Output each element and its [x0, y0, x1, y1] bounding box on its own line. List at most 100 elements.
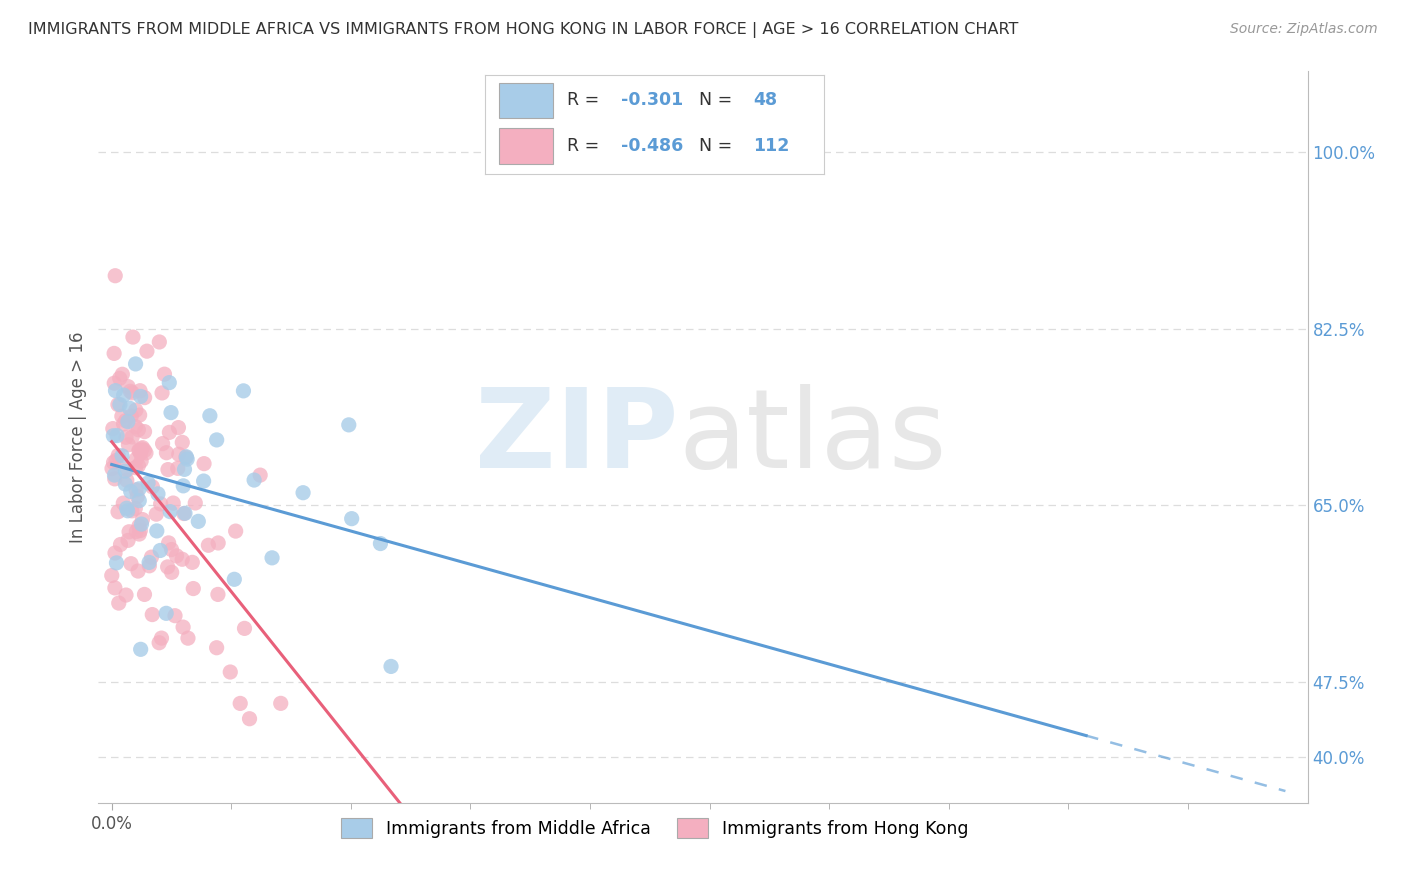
Point: [125, 524, 148, 539]
Point: [181, 555, 204, 569]
Point: [131, 441, 153, 455]
Point: [270, 697, 292, 711]
Point: [173, 462, 195, 476]
Point: [150, 631, 173, 645]
Point: [156, 560, 179, 574]
Point: [156, 462, 179, 476]
Point: [117, 415, 139, 429]
Point: [127, 423, 149, 437]
Point: [120, 409, 142, 424]
Point: [103, 428, 125, 442]
Point: [107, 449, 129, 463]
Point: [128, 519, 150, 533]
Point: [138, 556, 160, 570]
Point: [104, 581, 127, 595]
Point: [112, 388, 135, 402]
Point: [229, 697, 252, 711]
Point: [225, 524, 247, 538]
Point: [172, 435, 194, 450]
Point: [370, 536, 392, 550]
Point: [193, 457, 215, 471]
Point: [124, 460, 146, 475]
Point: [150, 386, 173, 401]
Point: [162, 496, 184, 510]
Point: [114, 477, 136, 491]
Point: [127, 564, 149, 578]
Point: [163, 608, 186, 623]
Point: [124, 501, 146, 516]
Point: [120, 384, 142, 399]
Point: [103, 468, 125, 483]
Point: [131, 512, 153, 526]
Point: [155, 446, 177, 460]
Point: [115, 430, 138, 444]
Point: [148, 636, 170, 650]
Point: [124, 357, 146, 371]
Point: [159, 505, 181, 519]
Point: [172, 620, 194, 634]
Point: [243, 473, 266, 487]
Point: [104, 384, 127, 398]
Point: [129, 389, 152, 403]
Text: ZIP: ZIP: [475, 384, 679, 491]
Point: [108, 398, 131, 412]
Point: [337, 417, 360, 432]
Point: [197, 538, 219, 552]
Point: [249, 468, 271, 483]
Point: [117, 462, 139, 476]
Point: [176, 452, 198, 467]
Point: [193, 474, 215, 488]
Point: [110, 537, 132, 551]
Text: atlas: atlas: [679, 384, 948, 491]
Point: [128, 443, 150, 458]
Point: [260, 550, 283, 565]
Point: [238, 712, 260, 726]
Point: [128, 493, 150, 508]
Point: [292, 485, 315, 500]
Point: [111, 449, 134, 463]
Point: [120, 557, 142, 571]
Point: [173, 507, 195, 521]
Point: [148, 334, 170, 349]
Point: [118, 524, 141, 539]
Point: [125, 451, 148, 466]
Point: [207, 536, 229, 550]
Point: [134, 425, 156, 439]
Point: [149, 543, 172, 558]
Point: [104, 268, 127, 283]
Text: IMMIGRANTS FROM MIDDLE AFRICA VS IMMIGRANTS FROM HONG KONG IN LABOR FORCE | AGE : IMMIGRANTS FROM MIDDLE AFRICA VS IMMIGRA…: [28, 22, 1018, 38]
Point: [146, 487, 169, 501]
Point: [114, 414, 136, 428]
Point: [232, 384, 254, 398]
Text: Source: ZipAtlas.com: Source: ZipAtlas.com: [1230, 22, 1378, 37]
Point: [172, 479, 194, 493]
Point: [152, 436, 174, 450]
Point: [103, 455, 125, 469]
Point: [135, 344, 157, 359]
Point: [134, 587, 156, 601]
Point: [198, 409, 221, 423]
Point: [117, 533, 139, 548]
Point: [128, 527, 150, 541]
Point: [184, 496, 207, 510]
Point: [205, 640, 228, 655]
Point: [115, 588, 138, 602]
Point: [207, 587, 229, 601]
Point: [117, 379, 139, 393]
Point: [219, 665, 242, 679]
Point: [187, 514, 209, 528]
Point: [125, 403, 148, 417]
Point: [122, 330, 145, 344]
Point: [121, 504, 143, 518]
Point: [340, 511, 363, 525]
Point: [141, 607, 163, 622]
Point: [233, 621, 256, 635]
Point: [125, 483, 148, 497]
Point: [127, 490, 149, 504]
Point: [174, 506, 197, 520]
Point: [107, 596, 129, 610]
Point: [153, 367, 176, 381]
Point: [112, 496, 135, 510]
Point: [157, 536, 180, 550]
Point: [380, 659, 402, 673]
